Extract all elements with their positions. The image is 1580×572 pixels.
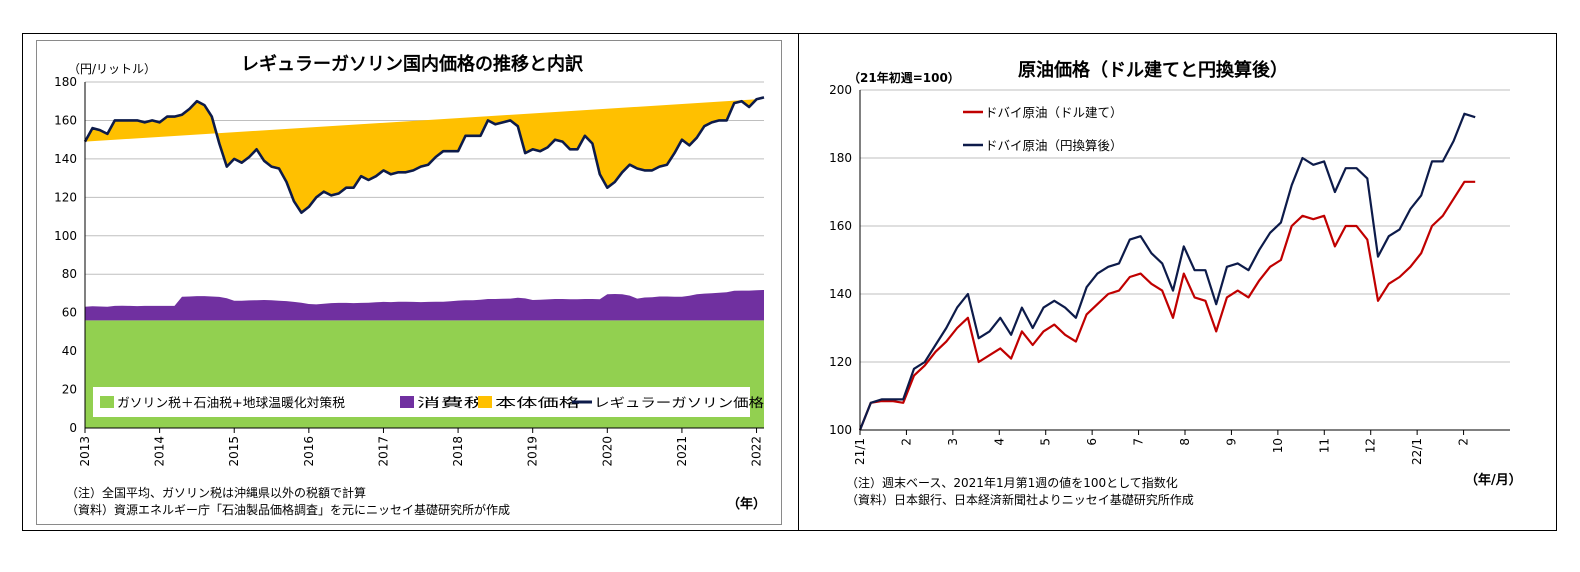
- right-xtick-label: 5: [1039, 438, 1053, 446]
- right-gridlines: [860, 89, 1510, 363]
- left-legend-label: 本体価格: [495, 395, 581, 410]
- left-legend-box: [93, 387, 750, 417]
- left-ytick-label: 80: [62, 267, 77, 281]
- right-xtick-label: 12: [1364, 438, 1378, 453]
- right-chart-title: 原油価格（ドル建てと円換算後）: [1018, 59, 1288, 81]
- left-legend: ガソリン税＋石油税+地球温暖化対策税 消費税 本体価格 レギュラーガソリン価格: [93, 387, 765, 417]
- left-areas: [85, 99, 764, 428]
- left-ytick-label: 140: [54, 152, 77, 166]
- left-ytick-label: 60: [62, 306, 77, 320]
- right-ytick-label: 140: [829, 287, 852, 301]
- right-xtick-label: 11: [1317, 438, 1331, 453]
- left-chart-title: レギュラーガソリン国内価格の推移と内訳: [241, 53, 584, 75]
- right-xtick-label: 2: [1457, 438, 1471, 446]
- right-xtick-label: 21/1: [853, 438, 867, 465]
- right-xtick-label: 3: [946, 438, 960, 446]
- left-legend-label: レギュラーガソリン価格: [594, 395, 765, 410]
- left-ytick-label: 120: [54, 190, 77, 204]
- left-area-3: [85, 99, 757, 213]
- left-xtick-label: 2022: [750, 436, 764, 467]
- right-xtick-label: 4: [992, 438, 1006, 446]
- right-ytick-label: 100: [829, 423, 852, 437]
- left-note: （注）全国平均、ガソリン税は沖縄県以外の税額で計算: [66, 486, 367, 500]
- right-ytick-label: 120: [829, 355, 852, 369]
- right-legend-label: ドバイ原油（円換算後）: [985, 138, 1123, 153]
- left-xtick-label: 2018: [451, 436, 465, 467]
- right-ytick-label: 180: [829, 151, 852, 165]
- right-xtick-label: 9: [1224, 438, 1238, 446]
- figure-frame: [22, 33, 1557, 531]
- right-chart-xlabel: （年/月）: [1465, 472, 1522, 488]
- left-xtick-label: 2021: [675, 436, 689, 467]
- left-ytick-label: 20: [62, 383, 77, 397]
- left-legend-label: ガソリン税＋石油税+地球温暖化対策税: [117, 395, 346, 410]
- left-xtick-label: 2014: [153, 436, 167, 467]
- right-ytick-label: 200: [829, 83, 852, 97]
- left-regular-price-line: [83, 96, 765, 214]
- right-lines: [858, 112, 1476, 431]
- right-xtick-label: 2: [899, 438, 913, 446]
- panel-divider: [798, 33, 799, 531]
- left-ytick-label: 100: [54, 229, 77, 243]
- left-legend-swatch: [100, 396, 114, 408]
- right-xtick-label: 22/1: [1410, 438, 1424, 465]
- left-xtick-label: 2017: [376, 436, 390, 467]
- left-ytick-label: 180: [54, 75, 77, 89]
- left-xtick-label: 2015: [227, 436, 241, 467]
- right-ytick-label: 160: [829, 219, 852, 233]
- right-series-line-1: [858, 180, 1476, 431]
- left-xtick-label: 2019: [526, 436, 540, 467]
- right-axes: 100 120 140 160 180 200 21/1 2 3 4 5 6 7 8 9 10 11 12 22/1…: [829, 83, 1510, 465]
- left-xtick-label: 2013: [78, 436, 92, 467]
- right-chart-ylabel: （21年初週=100）: [848, 70, 960, 85]
- right-series-line-2: [858, 112, 1476, 431]
- left-ytick-label: 40: [62, 344, 77, 358]
- left-chart-xlabel: （年）: [727, 496, 766, 512]
- left-xtick-label: 2016: [302, 436, 316, 467]
- left-chart-frame: [36, 40, 782, 525]
- right-xtick-label: 10: [1271, 438, 1285, 453]
- right-note: （注）週末ベース、2021年1月第1週の値を100として指数化: [846, 476, 1178, 490]
- left-source: （資料）資源エネルギー庁「石油製品価格調査」を元にニッセイ基礎研究所が作成: [66, 503, 511, 517]
- right-legend: ドバイ原油（ドル建て） ドバイ原油（円換算後）: [963, 105, 1123, 153]
- left-legend-label: 消費税: [417, 395, 488, 410]
- right-legend-label: ドバイ原油（ドル建て）: [985, 105, 1123, 120]
- right-xtick-label: 6: [1085, 438, 1099, 446]
- right-source: （資料）日本銀行、日本経済新聞社よりニッセイ基礎研究所作成: [846, 493, 1194, 507]
- left-legend-swatch: [400, 396, 414, 408]
- left-line-layer: [83, 96, 765, 214]
- left-ytick-label: 0: [69, 421, 77, 435]
- left-chart-ylabel: （円/リットル）: [68, 62, 156, 76]
- right-xtick-label: 8: [1178, 438, 1192, 446]
- right-xtick-label: 7: [1132, 438, 1146, 446]
- left-ytick-label: 160: [54, 113, 77, 127]
- left-area-2: [85, 290, 764, 321]
- left-xtick-label: 2020: [600, 436, 614, 467]
- left-axes: 0 20 40 60 80 100 120 140 160 180 2013 2014 2015 2016…: [54, 75, 764, 467]
- left-legend-swatch: [478, 396, 492, 408]
